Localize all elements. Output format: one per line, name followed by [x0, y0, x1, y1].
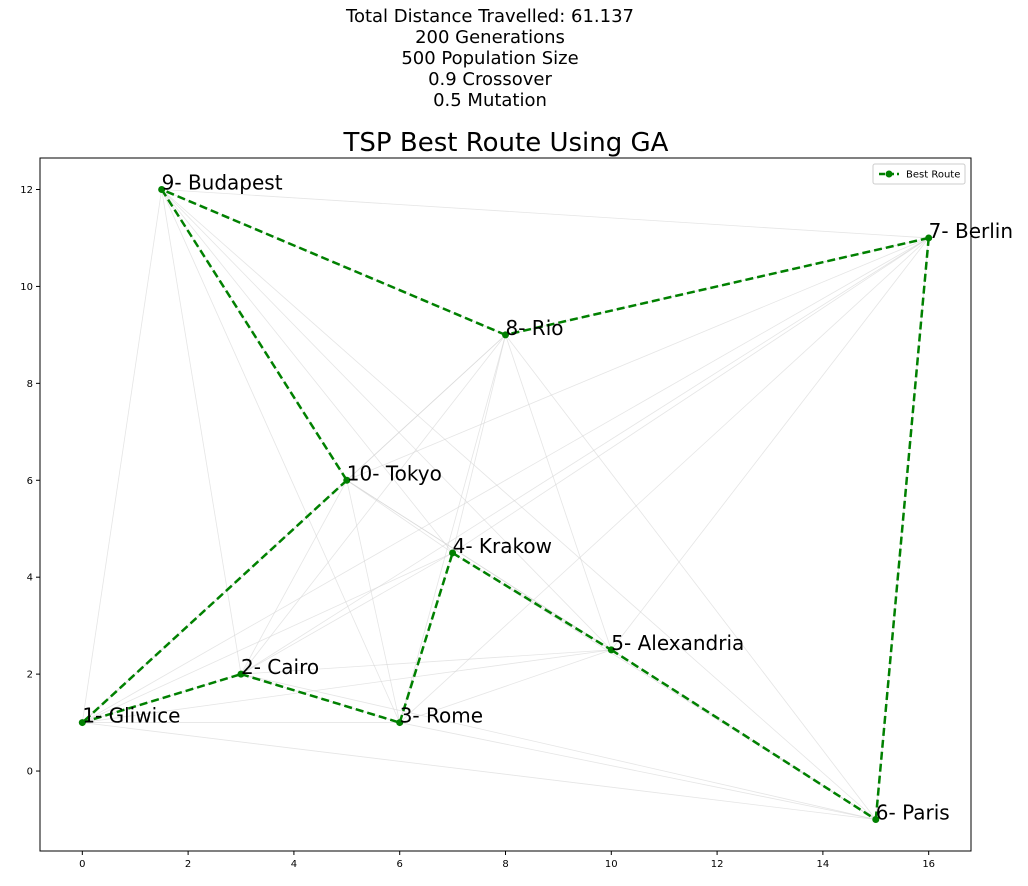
x-tick-label: 2: [185, 859, 191, 870]
city-point: [502, 331, 509, 339]
city-point: [396, 719, 404, 727]
route-segment: [874, 237, 930, 820]
points-layer: [78, 186, 933, 823]
x-tick-label: 16: [922, 859, 935, 870]
edge-line: [346, 237, 929, 481]
edge-line: [161, 189, 401, 723]
ticks-layer: 0 2 4 6 8 10 12 14 16 0 2 4 6 8 10 12: [20, 185, 935, 870]
chart-header: Total Distance Travelled: 61.137 200 Gen…: [0, 6, 980, 111]
y-tick-label: 4: [27, 573, 33, 584]
edge-line: [161, 189, 612, 651]
edge-line: [161, 189, 929, 239]
y-tick-label: 10: [20, 282, 33, 293]
edge-line: [399, 237, 929, 723]
route-segment: [81, 672, 242, 724]
city-label: 1- Gliwice: [82, 704, 180, 728]
edges-layer: [81, 189, 930, 820]
city-label: 5- Alexandria: [611, 631, 744, 655]
city-label: 6- Paris: [876, 801, 950, 825]
edge-line: [346, 334, 506, 481]
total-distance-text: Total Distance Travelled: 61.137: [346, 6, 634, 27]
route-segment: [161, 188, 506, 337]
city-point: [872, 816, 880, 823]
legend-label-best-route: Best Route: [906, 170, 960, 181]
edge-line: [346, 480, 401, 723]
legend: Best Route: [872, 163, 966, 185]
city-label: 9- Budapest: [162, 171, 283, 195]
edge-line: [82, 237, 929, 723]
y-tick-label: 12: [20, 185, 33, 196]
route-segment: [451, 551, 612, 651]
edge-line: [240, 237, 929, 675]
mutation-text: 0.5 Mutation: [433, 90, 547, 111]
edge-line: [82, 552, 453, 723]
city-label: 10- Tokyo: [347, 461, 442, 485]
city-label: 8- Rio: [506, 316, 564, 340]
route-layer: [81, 188, 930, 821]
legend-box: [872, 163, 966, 185]
y-tick-label: 2: [27, 670, 33, 681]
axes-frame: [39, 157, 972, 852]
route-segment: [240, 672, 401, 724]
crossover-text: 0.9 Crossover: [428, 69, 552, 90]
edge-line: [452, 237, 929, 554]
route-segment: [160, 188, 348, 481]
edge-line: [240, 480, 348, 675]
city-point: [449, 549, 457, 557]
edge-line: [161, 189, 453, 554]
x-tick-label: 8: [502, 859, 508, 870]
x-tick-label: 6: [397, 859, 403, 870]
edge-line: [452, 334, 506, 554]
population-size-text: 500 Population Size: [401, 48, 579, 69]
edge-line: [82, 649, 612, 723]
y-tick-label: 0: [27, 767, 33, 778]
city-point: [925, 234, 933, 242]
city-point: [237, 670, 245, 678]
route-segment: [610, 648, 877, 821]
x-tick-label: 4: [291, 859, 297, 870]
x-tick-label: 10: [605, 859, 618, 870]
x-tick-label: 12: [711, 859, 724, 870]
city-point: [343, 476, 351, 484]
edge-line: [82, 479, 348, 723]
city-label: 2- Cairo: [241, 655, 319, 679]
edge-line: [399, 649, 612, 723]
edge-line: [610, 237, 929, 651]
edge-line: [240, 552, 453, 675]
city-point: [607, 646, 615, 654]
y-tick-label: 8: [27, 379, 33, 390]
route-segment: [505, 236, 929, 337]
y-tick-label: 6: [27, 476, 33, 487]
route-segment: [398, 552, 454, 723]
edge-line: [82, 722, 876, 820]
chart-title: TSP Best Route Using GA: [343, 128, 669, 158]
edge-line: [240, 334, 506, 675]
edge-line: [505, 334, 612, 651]
edge-line: [346, 479, 453, 554]
x-tick-label: 14: [817, 859, 830, 870]
edge-line: [399, 722, 876, 820]
edge-line: [81, 189, 163, 723]
city-label: 3- Rome: [400, 704, 483, 728]
city-point: [158, 186, 166, 193]
edge-line: [399, 334, 506, 723]
edge-line: [161, 189, 877, 820]
edge-line: [240, 649, 612, 675]
city-labels-layer: 1- Gliwice 2- Cairo 3- Rome 4- Krakow 5- Ale…: [82, 171, 1013, 825]
edge-line: [240, 673, 876, 820]
edge-line: [161, 189, 242, 675]
city-point: [78, 719, 86, 727]
city-label: 4- Krakow: [453, 534, 552, 558]
x-tick-label: 0: [79, 859, 85, 870]
legend-marker: [885, 170, 893, 178]
generations-text: 200 Generations: [415, 27, 565, 48]
edge-line: [505, 334, 877, 820]
